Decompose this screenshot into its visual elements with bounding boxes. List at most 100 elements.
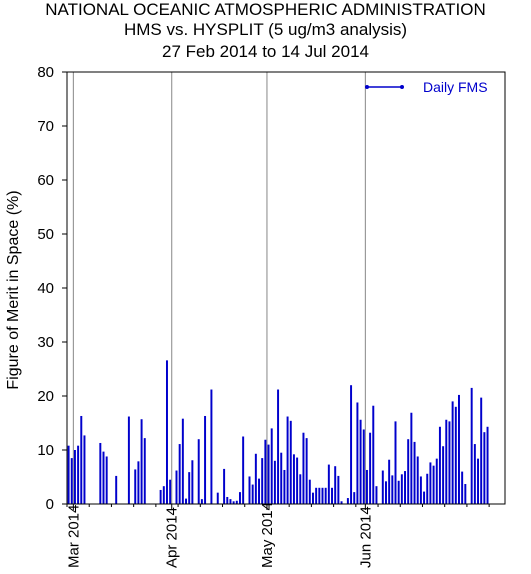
data-bar — [454, 406, 457, 504]
data-bar — [264, 439, 267, 504]
data-bar — [191, 460, 194, 504]
data-bar — [210, 389, 213, 504]
data-bar — [197, 439, 200, 504]
data-bar — [292, 454, 295, 504]
data-bar — [486, 426, 489, 504]
y-tick-label: 50 — [37, 226, 54, 243]
y-tick-label: 10 — [37, 442, 54, 459]
data-bar — [400, 474, 403, 504]
data-bar — [432, 465, 435, 504]
data-bar — [299, 474, 302, 504]
data-bar — [80, 415, 83, 504]
data-bar — [280, 452, 283, 504]
data-bar — [165, 360, 168, 504]
data-bar — [369, 432, 372, 504]
data-bar — [137, 461, 140, 504]
x-tick-label: Jun 2014 — [357, 506, 374, 568]
data-bar — [429, 462, 432, 504]
data-bar — [229, 499, 232, 504]
data-bar — [416, 456, 419, 504]
data-bar — [277, 389, 280, 504]
y-tick-label: 80 — [37, 64, 54, 81]
data-bar — [235, 500, 238, 504]
data-bar — [473, 444, 476, 504]
data-bar — [115, 475, 118, 504]
data-bar — [283, 469, 286, 504]
data-bar — [375, 486, 378, 504]
data-bar — [464, 484, 467, 504]
data-bar — [223, 468, 226, 504]
y-axis-label: Figure of Merit in Space (%) — [5, 190, 22, 389]
y-tick-label: 30 — [37, 334, 54, 351]
data-bar — [105, 456, 108, 504]
data-bar — [359, 419, 362, 504]
data-bar — [270, 428, 273, 504]
data-bar — [305, 438, 308, 504]
data-bar — [134, 469, 137, 504]
data-bar — [350, 385, 353, 504]
data-bar — [238, 492, 241, 504]
data-bar — [477, 458, 480, 504]
data-bar — [407, 439, 410, 504]
data-bar — [480, 397, 483, 504]
data-bar — [394, 421, 397, 504]
data-bar — [77, 445, 80, 504]
data-bar — [204, 415, 207, 504]
data-bar — [251, 484, 254, 504]
chart-title: NATIONAL OCEANIC ATMOSPHERIC ADMINISTRAT… — [45, 0, 486, 19]
chart-subtitle-line-1: HMS vs. HYSPLIT (5 ug/m3 analysis) — [123, 20, 408, 39]
data-bar — [216, 492, 219, 504]
y-tick-label: 40 — [37, 280, 54, 297]
legend-marker — [400, 85, 404, 89]
data-bar — [362, 429, 365, 504]
data-bar — [324, 487, 327, 504]
data-bar — [261, 458, 264, 504]
plot-frame — [66, 71, 506, 505]
data-bar — [232, 501, 235, 504]
data-bar — [346, 498, 349, 504]
data-bar — [384, 481, 387, 504]
data-bar — [419, 476, 422, 504]
data-bar — [289, 420, 292, 504]
data-bar — [185, 498, 188, 504]
data-bar — [356, 402, 359, 504]
data-bar — [169, 479, 172, 504]
data-bar — [442, 446, 445, 504]
data-bar — [353, 492, 356, 504]
data-bar — [315, 487, 318, 504]
data-bar — [83, 435, 86, 504]
data-bar — [127, 416, 130, 504]
data-bar — [365, 469, 368, 504]
data-bar — [397, 480, 400, 504]
data-bar — [470, 387, 473, 504]
x-tick-label: Mar 2014 — [65, 505, 82, 568]
y-tick-label: 60 — [37, 172, 54, 189]
data-bar — [461, 471, 464, 504]
data-bar — [286, 416, 289, 504]
y-tick-label: 20 — [37, 388, 54, 405]
data-bar — [258, 478, 261, 504]
data-bar — [296, 457, 299, 504]
data-bar — [73, 450, 76, 504]
data-bar — [242, 436, 245, 504]
data-bar — [200, 499, 203, 504]
y-tick-label: 0 — [46, 496, 54, 513]
data-bar — [483, 432, 486, 504]
data-bar — [226, 496, 229, 504]
x-tick-label: Apr 2014 — [164, 507, 181, 568]
data-bar — [451, 401, 454, 504]
data-bar — [457, 394, 460, 504]
data-bar — [267, 444, 270, 504]
data-bar — [67, 445, 70, 504]
data-bar — [175, 470, 178, 504]
data-bar — [413, 441, 416, 504]
data-bar — [445, 419, 448, 504]
data-bar — [273, 460, 276, 504]
x-tick-label: May 2014 — [259, 502, 276, 568]
data-bar — [302, 432, 305, 504]
data-bar — [70, 458, 73, 504]
data-bar — [404, 471, 407, 504]
data-bar — [102, 451, 105, 504]
data-bar — [188, 472, 191, 504]
data-bar — [426, 473, 429, 504]
